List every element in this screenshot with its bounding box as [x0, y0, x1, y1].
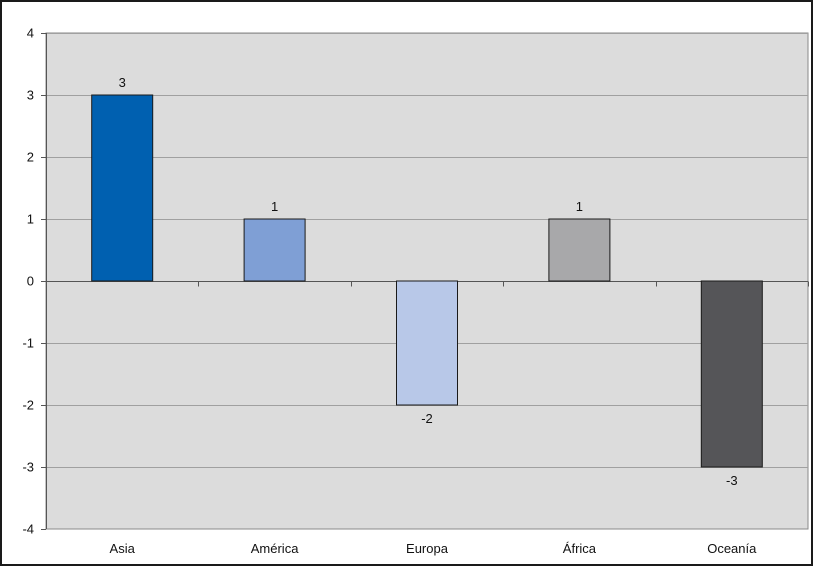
y-tick-label: 2 — [27, 150, 34, 165]
y-tick-label: -3 — [22, 460, 34, 475]
bar-américa — [243, 218, 306, 282]
y-tick-label: 4 — [27, 26, 34, 41]
bar-oceanía — [700, 280, 763, 468]
bars — [91, 94, 763, 468]
y-tick-label: 1 — [27, 212, 34, 227]
data-labels: 3 1 -2 1 -3 — [119, 75, 738, 488]
data-label: 1 — [271, 199, 278, 214]
x-tick-label: América — [251, 541, 299, 556]
bar-áfrica — [548, 218, 611, 282]
y-tick-label: -1 — [22, 336, 34, 351]
y-tick-label: -2 — [22, 398, 34, 413]
bar-asia — [91, 94, 154, 282]
y-tick-label: -4 — [22, 522, 34, 537]
y-tick-label: 3 — [27, 88, 34, 103]
bar-europa — [396, 280, 458, 406]
x-tick-label: Europa — [406, 541, 449, 556]
data-label: -3 — [726, 473, 738, 488]
x-tick-label: Oceanía — [707, 541, 757, 556]
data-label: 3 — [119, 75, 126, 90]
y-tick-label: 0 — [27, 274, 34, 289]
data-label: -2 — [421, 411, 433, 426]
y-axis: 4 3 2 1 0 -1 -2 -3 -4 — [22, 26, 47, 537]
data-label: 1 — [576, 199, 583, 214]
x-tick-label: África — [563, 541, 597, 556]
x-tick-label: Asia — [110, 541, 136, 556]
